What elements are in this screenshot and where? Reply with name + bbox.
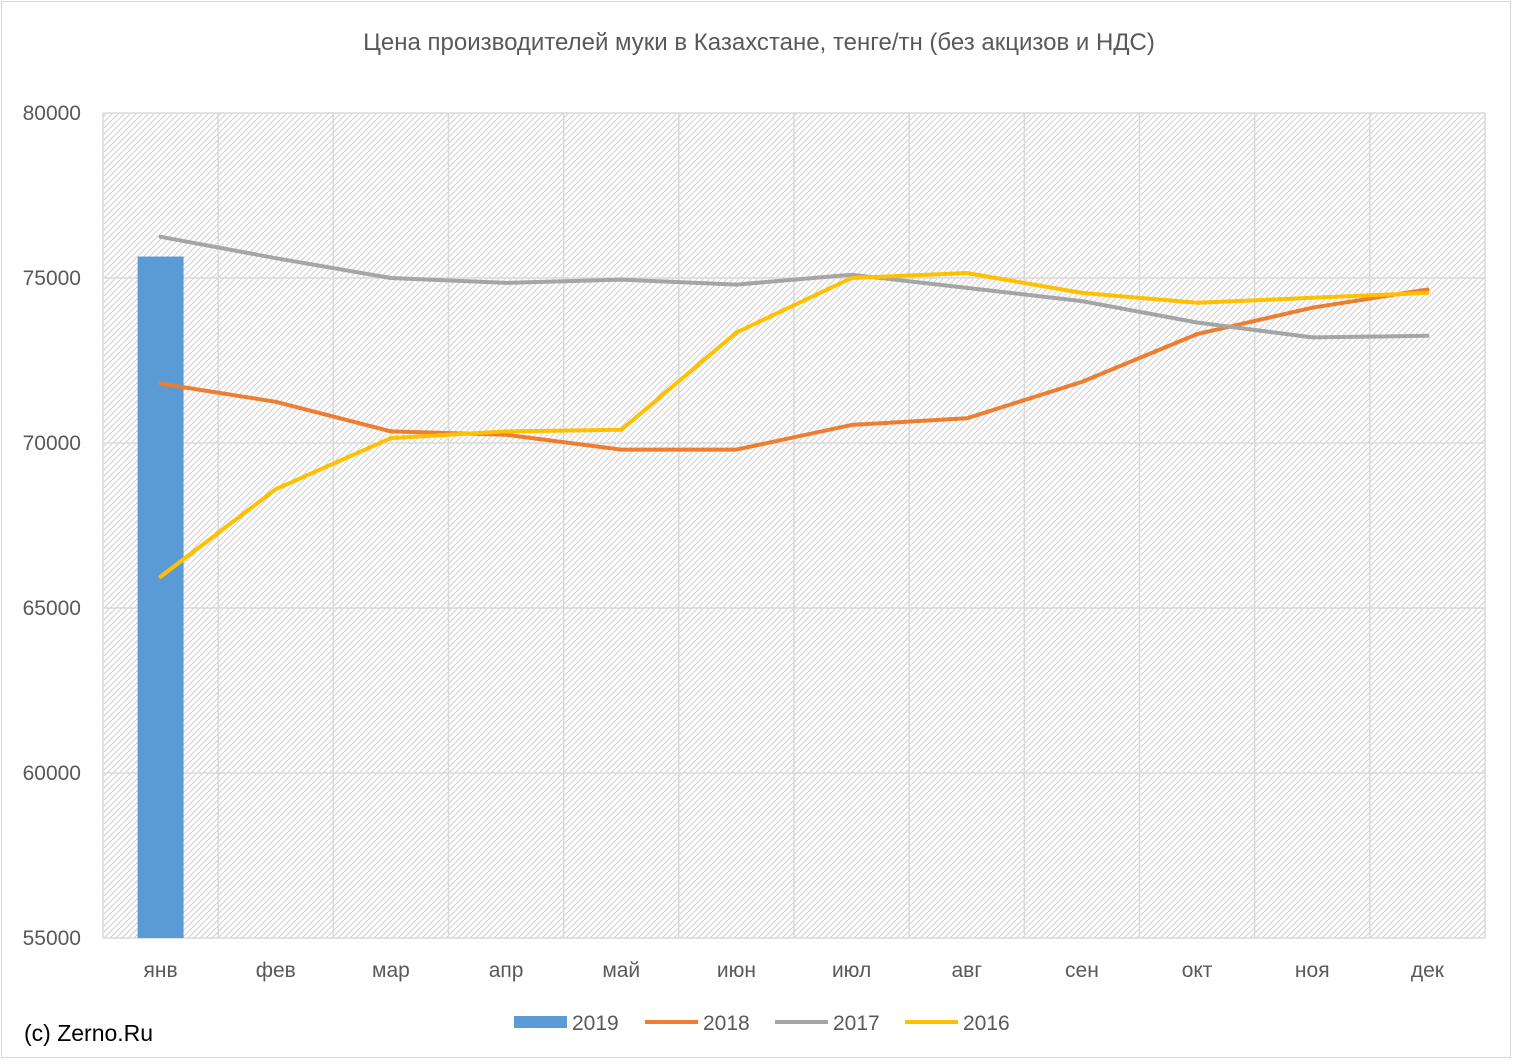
x-tick-label: июн: [717, 959, 756, 982]
x-tick-label: ноя: [1295, 959, 1330, 982]
x-tick-label: фев: [256, 959, 296, 982]
gridlines: [102, 112, 1486, 939]
y-tick-label: 60000: [23, 762, 81, 785]
x-tick-label: июл: [832, 959, 871, 982]
x-tick-label: мар: [372, 959, 410, 982]
x-tick-label: апр: [489, 959, 524, 982]
series-lines: [158, 234, 1430, 579]
y-tick-label: 65000: [23, 597, 81, 620]
y-tick-label: 80000: [23, 102, 81, 125]
bar-2019-янв: [137, 256, 184, 938]
legend-label-2016: 2016: [963, 1012, 1010, 1035]
legend-swatch-2019: [514, 1016, 567, 1028]
legend-label-2018: 2018: [703, 1012, 750, 1035]
y-tick-label: 75000: [23, 267, 81, 290]
x-tick-label: янв: [144, 959, 178, 982]
y-axis: 80000 75000 70000 65000 60000 55000: [23, 102, 81, 950]
x-tick-label: дек: [1411, 959, 1445, 982]
line-series-2018: [158, 287, 1430, 452]
copyright-text: (c) Zerno.Ru: [24, 1020, 154, 1046]
x-tick-label: май: [602, 959, 640, 982]
x-axis: янв фев мар апр май июн июл авг сен окт ноя дек: [144, 959, 1445, 982]
legend-label-2017: 2017: [833, 1012, 880, 1035]
line-series-2017: [158, 234, 1430, 340]
bars-2019: [137, 256, 184, 938]
y-tick-label: 70000: [23, 432, 81, 455]
chart-title: Цена производителей муки в Казахстане, т…: [363, 29, 1155, 56]
y-tick-label: 55000: [23, 927, 81, 950]
legend-label-2019: 2019: [572, 1012, 619, 1035]
line-series-2016: [158, 271, 1430, 579]
x-tick-label: сен: [1065, 959, 1099, 982]
legend: 2019 2018 2017 2016: [514, 1012, 1010, 1035]
x-tick-label: авг: [952, 959, 983, 982]
x-tick-label: окт: [1182, 959, 1213, 982]
